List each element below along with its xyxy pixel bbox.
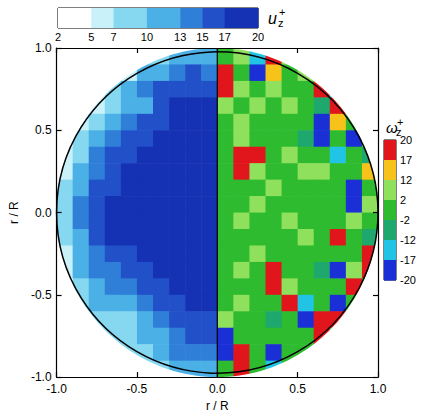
svg-text:17: 17 bbox=[400, 154, 412, 166]
svg-text:u: u bbox=[268, 10, 277, 27]
svg-text:17: 17 bbox=[219, 31, 231, 43]
svg-text:-2: -2 bbox=[400, 214, 410, 226]
svg-text:r / R: r / R bbox=[206, 399, 229, 413]
svg-text:0.0: 0.0 bbox=[35, 206, 52, 220]
svg-text:20: 20 bbox=[252, 31, 264, 43]
svg-text:20: 20 bbox=[400, 134, 412, 146]
svg-text:15: 15 bbox=[196, 31, 208, 43]
svg-text:0.5: 0.5 bbox=[289, 382, 306, 396]
svg-text:r / R: r / R bbox=[7, 201, 21, 224]
svg-text:1.0: 1.0 bbox=[35, 41, 52, 55]
svg-text:0.0: 0.0 bbox=[209, 382, 226, 396]
svg-text:2: 2 bbox=[55, 31, 61, 43]
svg-text:-20: -20 bbox=[400, 274, 416, 286]
svg-text:-0.5: -0.5 bbox=[127, 382, 148, 396]
svg-text:0.5: 0.5 bbox=[35, 123, 52, 137]
svg-text:7: 7 bbox=[110, 31, 116, 43]
svg-text:2: 2 bbox=[400, 194, 406, 206]
svg-text:-12: -12 bbox=[400, 234, 416, 246]
svg-text:12: 12 bbox=[400, 174, 412, 186]
svg-text:10: 10 bbox=[141, 31, 153, 43]
svg-text:-1.0: -1.0 bbox=[46, 382, 67, 396]
svg-text:-0.5: -0.5 bbox=[31, 288, 52, 302]
svg-text:+: + bbox=[397, 116, 403, 128]
svg-text:-17: -17 bbox=[400, 254, 416, 266]
svg-text:z: z bbox=[278, 17, 284, 29]
svg-text:+: + bbox=[279, 6, 285, 18]
svg-text:1.0: 1.0 bbox=[370, 382, 387, 396]
svg-text:13: 13 bbox=[174, 31, 186, 43]
svg-text:5: 5 bbox=[88, 31, 94, 43]
